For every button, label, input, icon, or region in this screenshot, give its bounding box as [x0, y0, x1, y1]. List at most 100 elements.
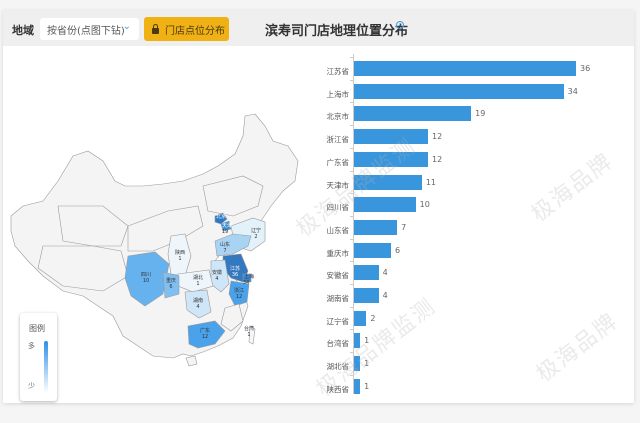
bar-value-label: 10	[419, 200, 430, 210]
svg-text:1: 1	[178, 256, 181, 262]
bar[interactable]	[354, 151, 428, 167]
toolbar: 地域 按省份(点图下钻) ⌄ 门店点位分布 滨寿司门店地理位置分布 i	[3, 10, 634, 46]
map-legend: 图例 多 少	[20, 313, 57, 401]
svg-text:6: 6	[169, 284, 172, 290]
svg-text:天津: 天津	[222, 222, 232, 229]
y-axis-line	[353, 54, 354, 394]
bar-row[interactable]: 浙江省 12	[303, 128, 634, 150]
bar-value-label: 1	[364, 336, 370, 346]
axis-tick	[350, 193, 354, 195]
bar-row[interactable]: 湖北省 1	[303, 355, 634, 377]
lock-icon	[152, 24, 159, 34]
map-region-shanghai	[242, 273, 252, 283]
svg-text:湖北: 湖北	[193, 274, 203, 281]
bar[interactable]	[354, 378, 361, 394]
bar-row[interactable]: 四川省 10	[303, 196, 634, 218]
bar[interactable]	[354, 83, 564, 99]
svg-text:安徽: 安徽	[212, 269, 222, 276]
axis-tick	[350, 102, 354, 104]
china-map[interactable]: 辽宁 2 北京 天津 19 山东 7 江苏 36 上海 34 浙江 12 安徽 4 陕西 1 湖北…	[3, 46, 303, 403]
svg-text:北京: 北京	[216, 213, 226, 220]
bar-row[interactable]: 江苏省 36	[303, 60, 634, 82]
bar-row[interactable]: 天津市 11	[303, 174, 634, 196]
svg-text:4: 4	[196, 304, 199, 310]
bar-row[interactable]: 广东省 12	[303, 151, 634, 173]
bar[interactable]	[354, 333, 361, 349]
store-location-button[interactable]: 门店点位分布	[144, 17, 229, 41]
svg-text:10: 10	[143, 278, 149, 284]
legend-low-label: 少	[28, 382, 35, 390]
bar-category-label: 陕西省	[326, 384, 350, 394]
bar[interactable]	[354, 61, 576, 76]
bar-category-label: 湖北省	[326, 362, 350, 372]
bar-row[interactable]: 台湾省 1	[303, 332, 634, 354]
axis-tick	[350, 352, 354, 354]
bar-row[interactable]: 山东省 7	[303, 219, 634, 241]
bar[interactable]	[354, 242, 391, 258]
bar[interactable]	[354, 129, 428, 145]
bar-category-label: 天津市	[326, 180, 350, 190]
map-label-liaoning: 辽宁	[251, 227, 261, 234]
bar-category-label: 辽宁省	[326, 316, 350, 326]
bar[interactable]	[354, 174, 422, 190]
legend-gradient-bar[interactable]	[44, 341, 48, 393]
legend-high-label: 多	[28, 342, 35, 350]
bar-row[interactable]: 上海市 34	[303, 83, 634, 105]
bar-chart: 江苏省 36 上海市 34 北京市 19 浙江省 12 广东省 12 天津市 11 四川省 10 山东省 7 重…	[303, 46, 634, 403]
svg-text:四川: 四川	[141, 272, 151, 278]
bar-category-label: 广东省	[326, 157, 350, 167]
bar-category-label: 安徽省	[326, 271, 350, 281]
svg-text:湖南: 湖南	[193, 297, 203, 304]
bar-category-label: 台湾省	[326, 339, 350, 349]
svg-text:2: 2	[254, 234, 257, 240]
map-region-tianjin	[220, 220, 232, 232]
bar-value-label: 4	[382, 268, 388, 278]
bar-category-label: 浙江省	[326, 135, 350, 145]
bar-value-label: 11	[425, 177, 437, 187]
svg-text:1: 1	[247, 332, 250, 338]
axis-tick	[350, 284, 354, 285]
bar-category-label: 四川省	[326, 203, 350, 213]
bar-category-label: 重庆市	[326, 248, 350, 258]
info-icon[interactable]: i	[396, 21, 404, 29]
axis-tick	[350, 329, 354, 331]
bar-row[interactable]: 北京市 19	[303, 105, 634, 127]
svg-text:山东: 山东	[220, 241, 230, 248]
bar-value-label: 4	[382, 291, 388, 300]
axis-tick	[350, 57, 354, 58]
svg-text:1: 1	[196, 281, 199, 287]
map-region-chongqing	[162, 271, 180, 299]
bar-row[interactable]: 辽宁省 2	[303, 310, 634, 332]
axis-tick	[350, 79, 354, 81]
bar[interactable]	[354, 288, 379, 303]
svg-text:上海: 上海	[244, 273, 254, 280]
svg-text:7: 7	[223, 248, 226, 254]
axis-tick	[350, 238, 354, 240]
bar-value-label: 19	[475, 109, 486, 119]
bar-row[interactable]: 重庆市 6	[303, 242, 634, 264]
map-region-beijing	[214, 212, 228, 225]
bar[interactable]	[354, 356, 361, 372]
axis-tick	[350, 261, 354, 263]
bar-row[interactable]: 湖南省 4	[303, 287, 634, 309]
bar[interactable]	[354, 310, 367, 326]
bar-value-label: 12	[432, 154, 443, 164]
bar[interactable]	[354, 197, 416, 213]
axis-tick	[350, 170, 354, 172]
bar-row[interactable]: 安徽省 4	[303, 264, 634, 286]
bar-value-label: 2	[370, 313, 376, 323]
svg-text:陕西: 陕西	[175, 249, 185, 256]
bar[interactable]	[354, 219, 398, 235]
region-select[interactable]: 按省份(点图下钻) ⌄	[40, 18, 139, 40]
map-region-taiwan	[248, 325, 256, 345]
svg-text:浙江: 浙江	[234, 287, 244, 294]
axis-tick	[350, 215, 354, 217]
bar-row[interactable]: 陕西省 1	[303, 378, 634, 400]
bar[interactable]	[354, 106, 472, 122]
svg-text:重庆: 重庆	[166, 277, 176, 284]
bar[interactable]	[354, 265, 379, 281]
axis-tick	[350, 306, 354, 308]
bar-category-label: 上海市	[326, 89, 350, 99]
